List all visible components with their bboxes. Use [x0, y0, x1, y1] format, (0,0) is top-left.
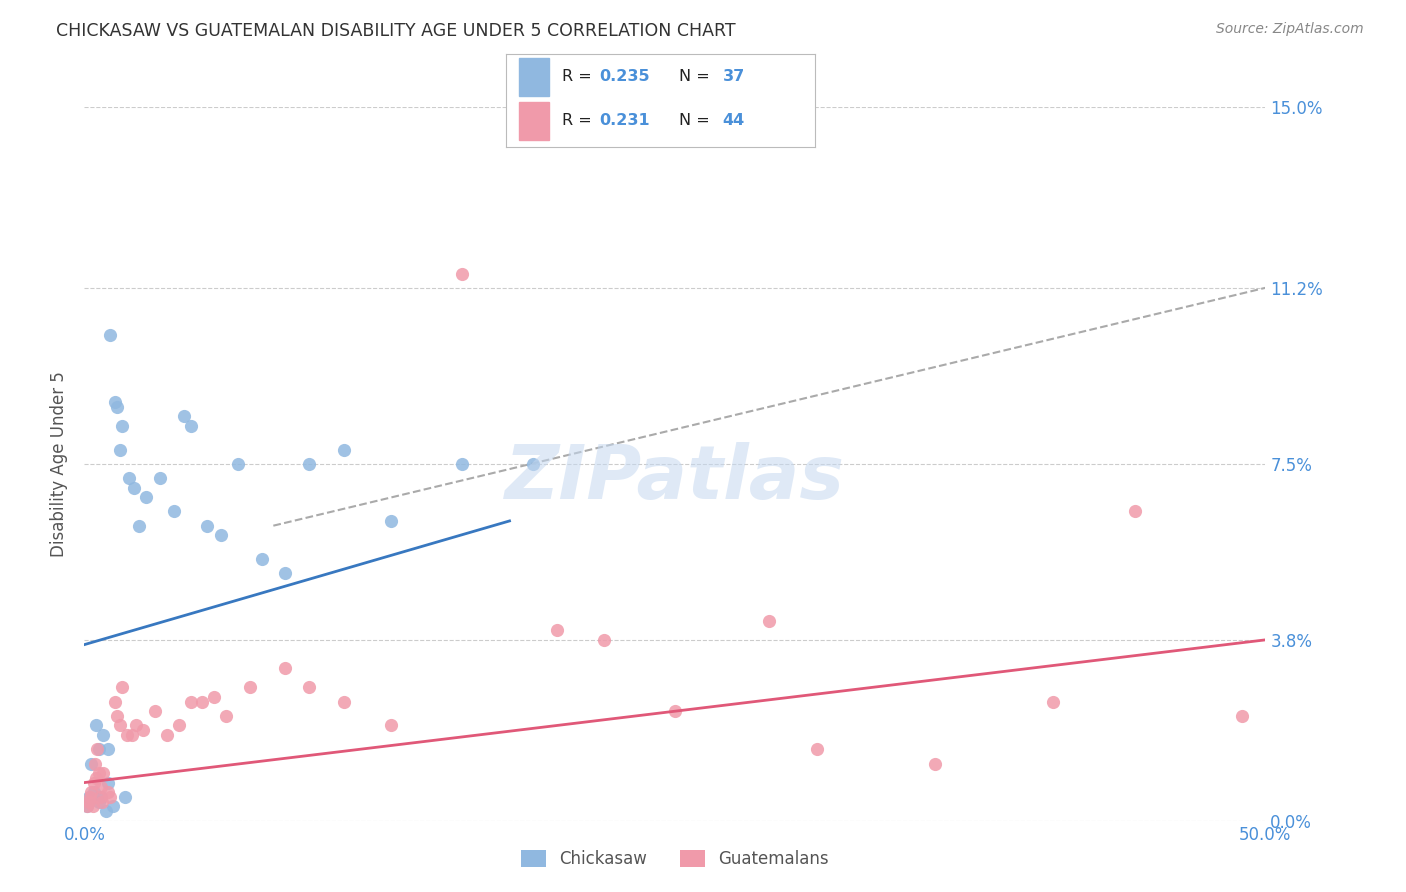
Point: [664, 704, 686, 718]
Point: [195, 518, 218, 533]
Point: [87, 742, 110, 756]
Point: [82, 799, 104, 814]
Point: [108, 718, 131, 732]
Point: [84, 756, 107, 771]
Point: [115, 728, 138, 742]
Point: [104, 395, 127, 409]
Point: [924, 756, 946, 771]
Point: [546, 624, 568, 638]
Point: [173, 409, 195, 424]
Point: [77, 789, 100, 804]
Point: [143, 704, 166, 718]
Point: [250, 552, 273, 566]
Point: [132, 723, 155, 738]
Point: [90, 780, 112, 795]
Point: [451, 457, 474, 471]
Point: [180, 418, 202, 433]
Point: [135, 490, 157, 504]
Point: [83, 775, 105, 789]
Point: [80, 756, 103, 771]
Point: [98, 328, 121, 343]
Point: [107, 709, 129, 723]
Text: N =: N =: [679, 113, 716, 128]
Point: [298, 681, 321, 695]
Point: [380, 718, 402, 732]
Point: [79, 789, 101, 804]
Point: [274, 566, 297, 581]
Point: [121, 728, 143, 742]
Point: [333, 442, 356, 457]
Point: [87, 795, 110, 809]
Point: [76, 799, 98, 814]
Point: [104, 695, 127, 709]
Point: [333, 695, 356, 709]
Point: [89, 789, 111, 804]
Point: [806, 742, 828, 756]
Point: [758, 614, 780, 628]
Point: [97, 775, 120, 789]
Text: R =: R =: [562, 70, 596, 85]
Text: N =: N =: [679, 70, 716, 85]
Point: [149, 471, 172, 485]
Text: 44: 44: [723, 113, 745, 128]
Point: [97, 742, 120, 756]
Point: [593, 632, 616, 647]
Point: [298, 457, 321, 471]
Point: [86, 742, 108, 756]
Point: [156, 728, 179, 742]
Text: ZIPatlas: ZIPatlas: [505, 442, 845, 515]
Bar: [519, 103, 550, 140]
Point: [122, 481, 145, 495]
Point: [101, 799, 124, 814]
Point: [91, 766, 114, 780]
Point: [226, 457, 249, 471]
Y-axis label: Disability Age Under 5: Disability Age Under 5: [51, 371, 69, 557]
Point: [87, 766, 110, 780]
Point: [215, 709, 238, 723]
Text: 0.235: 0.235: [599, 70, 650, 85]
Point: [274, 661, 297, 675]
Point: [76, 799, 98, 814]
Point: [98, 789, 121, 804]
Point: [380, 514, 402, 528]
Bar: [519, 58, 550, 95]
Point: [125, 718, 148, 732]
Point: [111, 418, 134, 433]
Legend: Chickasaw, Guatemalans: Chickasaw, Guatemalans: [515, 843, 835, 875]
Point: [114, 789, 136, 804]
Point: [180, 695, 202, 709]
Text: R =: R =: [562, 113, 596, 128]
Point: [83, 785, 105, 799]
Point: [167, 718, 190, 732]
Point: [191, 695, 214, 709]
Point: [107, 400, 129, 414]
Text: CHICKASAW VS GUATEMALAN DISABILITY AGE UNDER 5 CORRELATION CHART: CHICKASAW VS GUATEMALAN DISABILITY AGE U…: [56, 22, 735, 40]
Point: [522, 457, 544, 471]
Point: [1042, 695, 1064, 709]
Text: 37: 37: [723, 70, 745, 85]
Text: Source: ZipAtlas.com: Source: ZipAtlas.com: [1216, 22, 1364, 37]
Point: [77, 795, 100, 809]
Point: [209, 528, 232, 542]
Point: [84, 718, 107, 732]
Point: [84, 771, 107, 785]
Point: [91, 795, 114, 809]
Point: [239, 681, 262, 695]
Point: [94, 804, 117, 818]
Point: [108, 442, 131, 457]
Point: [1230, 709, 1253, 723]
Point: [118, 471, 141, 485]
Point: [91, 728, 114, 742]
Point: [111, 681, 134, 695]
Point: [90, 789, 112, 804]
Point: [1125, 504, 1147, 518]
Point: [202, 690, 225, 704]
Point: [163, 504, 186, 518]
Point: [128, 518, 150, 533]
Point: [451, 267, 474, 281]
Point: [80, 785, 103, 799]
Text: 0.231: 0.231: [599, 113, 650, 128]
Point: [97, 785, 120, 799]
